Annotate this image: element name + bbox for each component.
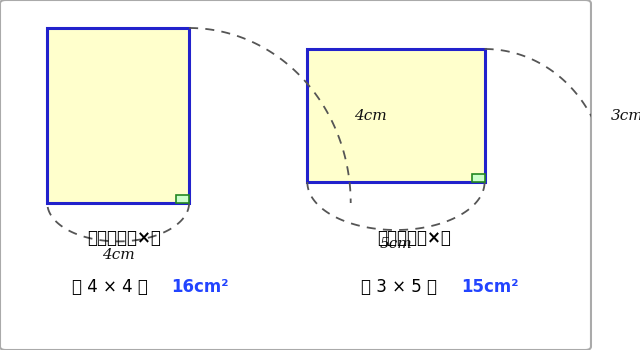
Text: 面積＝たて×横: 面積＝たて×横 <box>377 229 451 247</box>
FancyBboxPatch shape <box>0 0 591 350</box>
Bar <box>307 49 484 182</box>
Text: 16cm²: 16cm² <box>172 278 229 296</box>
Bar <box>472 174 484 182</box>
Text: ＝ 4 × 4 ＝: ＝ 4 × 4 ＝ <box>72 278 153 296</box>
Bar <box>47 28 189 203</box>
Text: 5cm: 5cm <box>380 237 412 251</box>
Text: 面積＝たて×横: 面積＝たて×横 <box>87 229 161 247</box>
Text: 3cm: 3cm <box>611 108 640 122</box>
Text: 15cm²: 15cm² <box>461 278 518 296</box>
Text: 4cm: 4cm <box>354 108 387 122</box>
Text: 4cm: 4cm <box>102 248 134 262</box>
Text: ＝ 3 × 5 ＝: ＝ 3 × 5 ＝ <box>361 278 442 296</box>
Bar <box>176 195 189 203</box>
